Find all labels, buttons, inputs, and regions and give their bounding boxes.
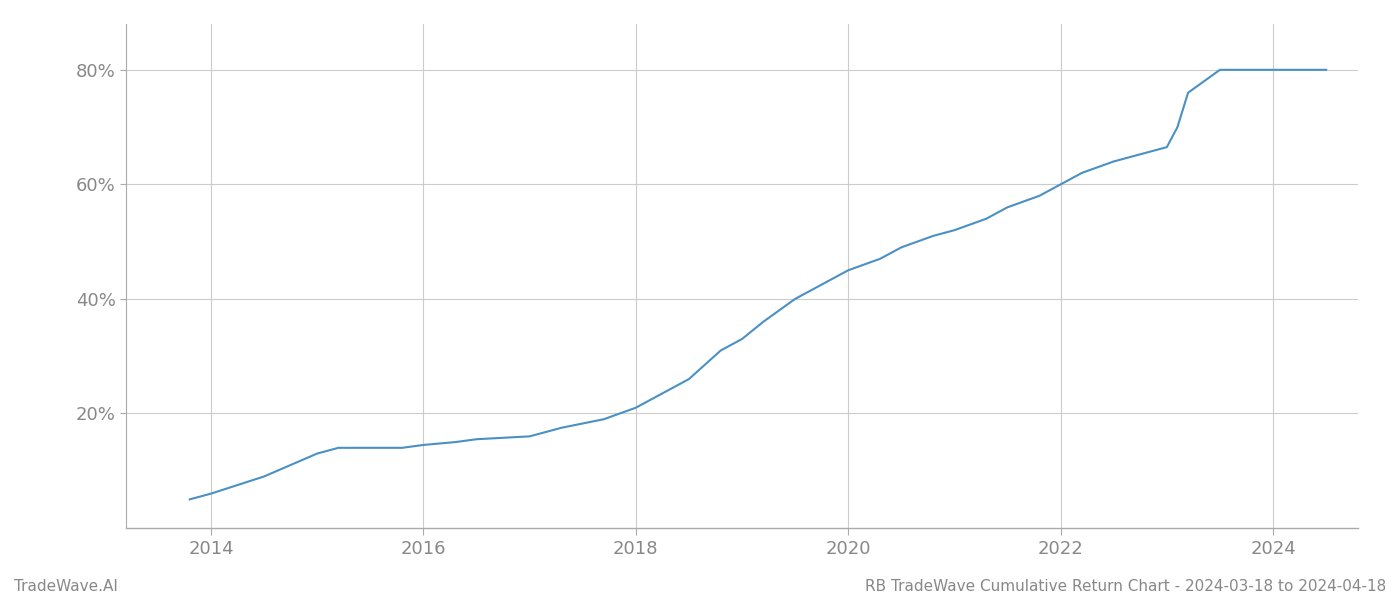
Text: TradeWave.AI: TradeWave.AI	[14, 579, 118, 594]
Text: RB TradeWave Cumulative Return Chart - 2024-03-18 to 2024-04-18: RB TradeWave Cumulative Return Chart - 2…	[865, 579, 1386, 594]
